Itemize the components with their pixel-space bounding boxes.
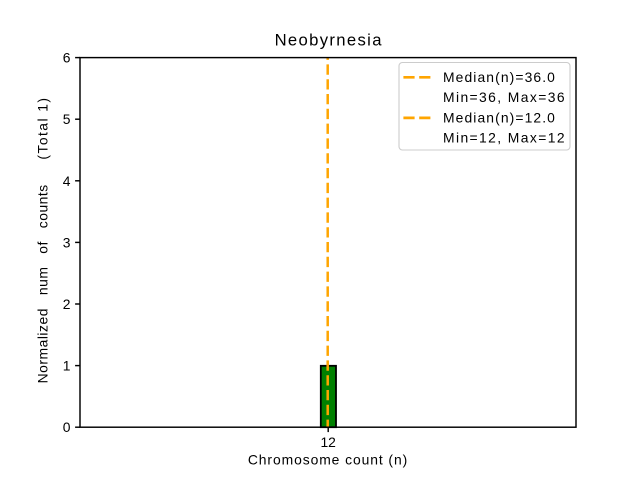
- svg-text:Median(n)=12.0: Median(n)=12.0: [443, 110, 556, 126]
- svg-text:Neobyrnesia: Neobyrnesia: [275, 31, 383, 50]
- svg-text:5: 5: [63, 111, 71, 127]
- svg-text:Median(n)=36.0: Median(n)=36.0: [443, 69, 556, 85]
- svg-text:3: 3: [63, 234, 71, 250]
- svg-text:Min=12, Max=12: Min=12, Max=12: [443, 130, 566, 146]
- svg-text:12: 12: [320, 434, 336, 450]
- svg-text:(Total 1): (Total 1): [35, 97, 51, 160]
- svg-text:Min=36, Max=36: Min=36, Max=36: [443, 89, 566, 105]
- svg-text:Normalized num of counts: Normalized num of counts: [35, 184, 51, 383]
- svg-text:6: 6: [63, 50, 71, 66]
- svg-text:4: 4: [63, 173, 71, 189]
- svg-text:Chromosome count (n): Chromosome count (n): [248, 452, 408, 468]
- svg-text:2: 2: [63, 296, 71, 312]
- svg-text:0: 0: [63, 419, 71, 435]
- svg-text:1: 1: [63, 358, 71, 374]
